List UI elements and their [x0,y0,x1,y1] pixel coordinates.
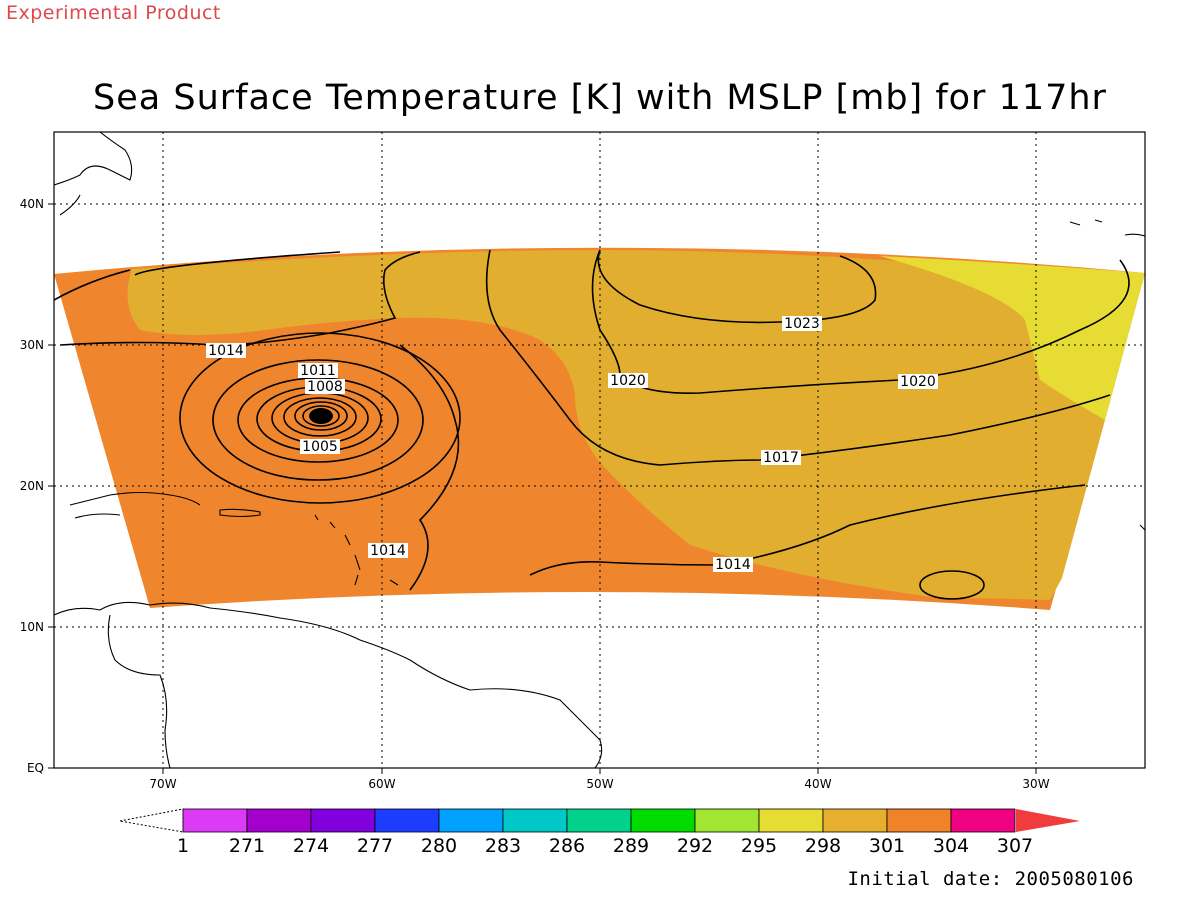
lat-tick-label: 10N [20,620,44,634]
lat-tick-label: 40N [20,197,44,211]
sst-mid-region [127,250,1145,600]
lon-tick-label: 30W [1022,777,1049,791]
colorbar-left-arrow [119,808,184,833]
svg-text:1011: 1011 [300,363,336,379]
colorbar-box [310,808,376,833]
colorbar-label: 292 [677,835,713,857]
colorbar-box [822,808,888,833]
colorbar-labels: 1 271 274 277 280 283 286 289 292 295 29… [177,835,1033,857]
lon-tick-label: 50W [586,777,613,791]
lon-tick-labels: 70W 60W 50W 40W 30W [149,777,1049,791]
svg-text:1014: 1014 [715,557,751,573]
contour-label: 1020 [608,373,648,389]
colorbar-box [502,808,568,833]
colorbar-label: 1 [177,835,189,857]
initial-date-label: Initial date: 2005080106 [847,868,1134,890]
colorbar-label: 286 [549,835,585,857]
svg-text:1014: 1014 [208,343,244,359]
colorbar-label: 280 [421,835,457,857]
svg-text:1020: 1020 [610,373,646,389]
south-america-coast [54,601,603,768]
lat-tick-label: 30N [20,338,44,352]
svg-text:1008: 1008 [307,379,343,395]
colorbar-label: 277 [357,835,393,857]
hurricane-center [309,408,333,424]
colorbar-label: 304 [933,835,969,857]
colorbar-boxes [182,808,1016,833]
mslp-contours [54,249,1130,600]
tick-marks [48,203,1037,774]
colorbar-label: 295 [741,835,777,857]
svg-text:1017: 1017 [763,450,799,466]
colorbar-box [630,808,696,833]
map-title: Sea Surface Temperature [K] with MSLP [m… [93,78,1107,118]
north-america-coast [54,132,133,216]
lon-tick-label: 70W [149,777,176,791]
isobar-1014-north [54,251,421,346]
colorbar-box [182,808,248,833]
svg-text:1014: 1014 [370,543,406,559]
colorbar-label: 298 [805,835,841,857]
lat-tick-label: EQ [27,761,44,775]
lon-tick-label: 40W [804,777,831,791]
isobar-1020 [591,249,1130,394]
colorbar-label: 274 [293,835,329,857]
svg-text:1023: 1023 [784,316,820,332]
isobar-1011 [179,332,461,504]
africa-coast [1069,219,1145,531]
colorbar-box [950,808,1016,833]
colorbar: 1 271 274 277 280 283 286 289 292 295 29… [119,808,1080,857]
contour-label: 1020 [898,374,938,390]
contour-label: 1005 [300,439,340,455]
contour-label: 1023 [782,316,822,332]
colorbar-label: 301 [869,835,905,857]
coastlines [54,132,1145,768]
isobar-1014-small [919,570,985,600]
contour-label: 1017 [761,450,801,466]
colorbar-box [758,808,824,833]
contour-label: 1014 [206,343,246,359]
experimental-product-label: Experimental Product [6,2,221,24]
colorbar-label: 283 [485,835,521,857]
contour-label: 1014 [713,557,753,573]
colorbar-label: 271 [229,835,265,857]
isobar-1008 [212,359,424,481]
colorbar-box [566,808,632,833]
colorbar-label: 307 [997,835,1033,857]
colorbar-box [886,808,952,833]
isobar-1023 [597,249,877,324]
lesser-antilles [314,514,399,586]
plot-area [54,132,1145,768]
lon-tick-label: 60W [368,777,395,791]
greater-antilles-coast [69,491,261,519]
isobar-1014-south [399,344,1086,591]
colorbar-box [694,808,760,833]
contour-label: 1011 [298,363,338,379]
svg-text:1005: 1005 [302,439,338,455]
contour-label: 1014 [368,543,408,559]
contour-labels: 1014 1011 1008 1005 1020 1023 1020 1017 … [206,316,938,573]
lat-tick-labels: EQ 10N 20N 30N 40N [20,197,44,775]
sst-cool-region [880,256,1145,420]
colorbar-box [246,808,312,833]
colorbar-right-arrow [1016,809,1080,832]
colorbar-label: 289 [613,835,649,857]
svg-text:1020: 1020 [900,374,936,390]
colorbar-box [438,808,504,833]
isobar-1017 [485,249,1111,466]
colorbar-box [374,808,440,833]
contour-label: 1008 [305,379,345,395]
lat-tick-label: 20N [20,479,44,493]
